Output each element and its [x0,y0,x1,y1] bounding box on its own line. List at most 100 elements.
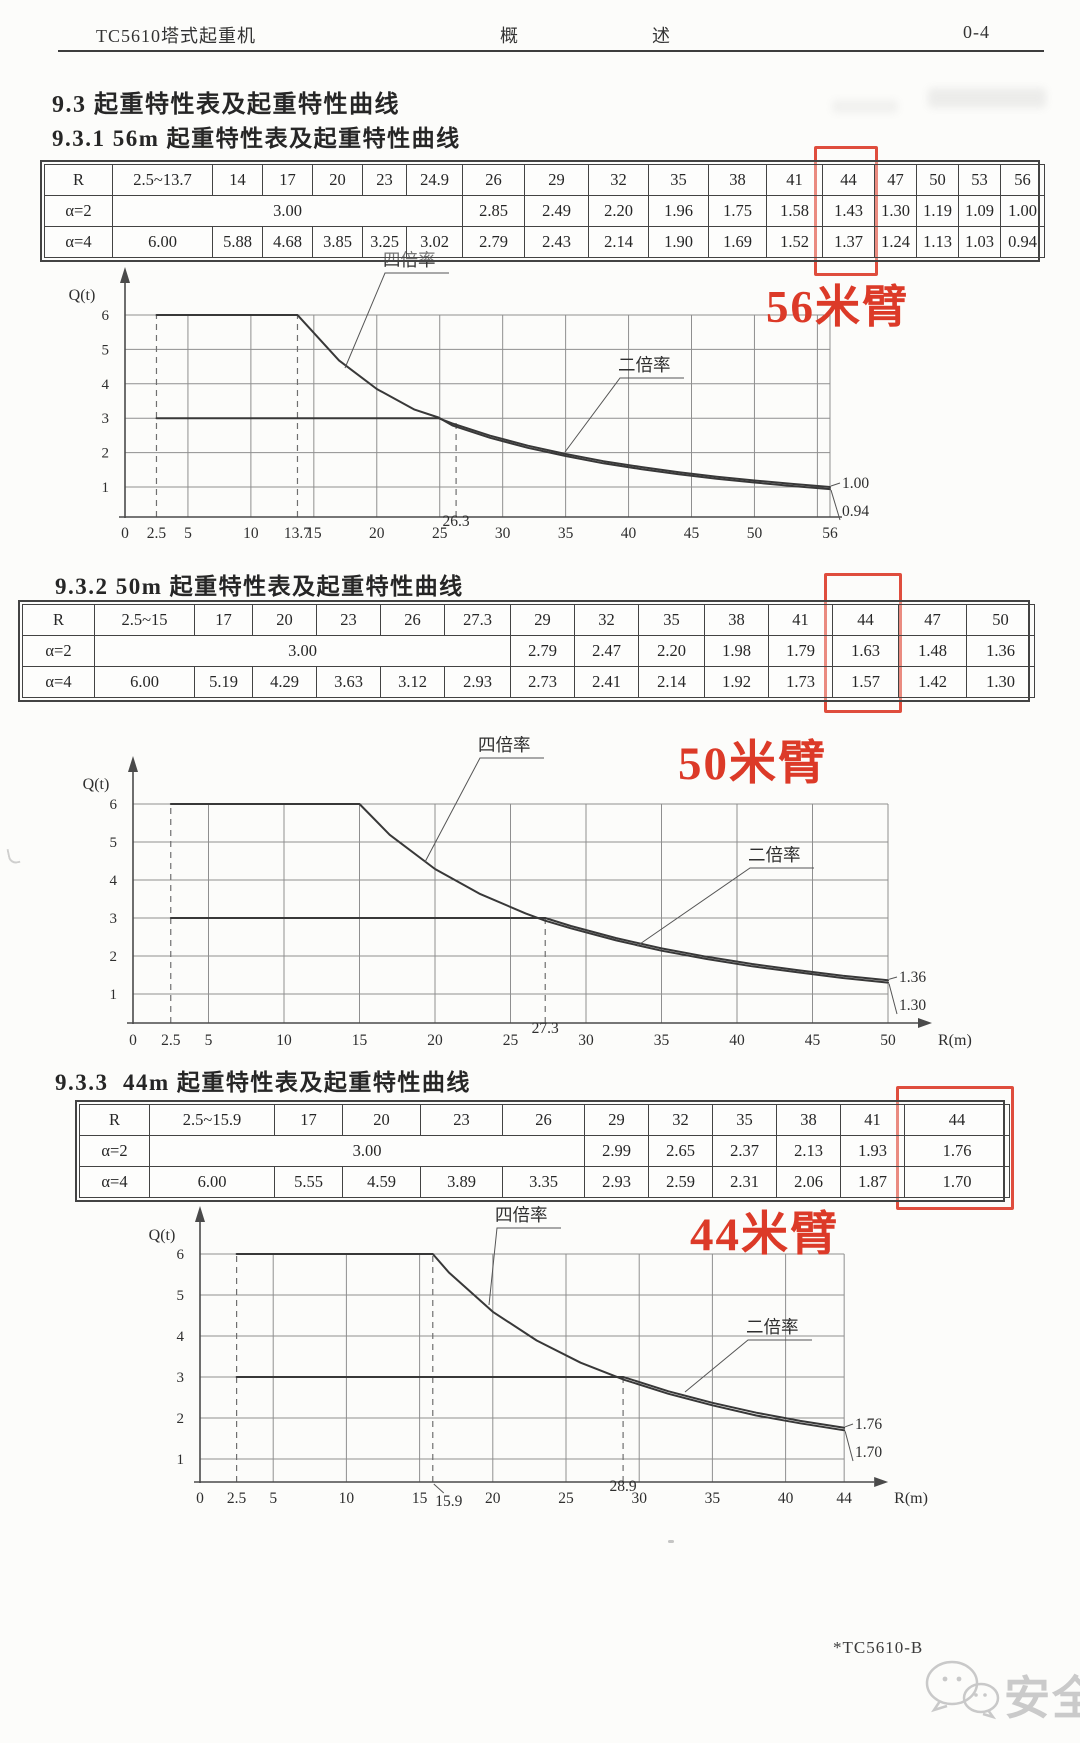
x-axis-label: R(m) [938,1032,972,1049]
alpha4-load-cell: 1.70 [904,1166,1010,1198]
alpha4-load-cell: 3.35 [502,1166,585,1198]
radius-value-cell: 41 [840,1104,905,1136]
alpha4-load-cell: 1.52 [766,226,823,258]
header-rule [58,50,1044,52]
y-tick-label: 1 [102,480,110,496]
alpha2-load-cell: 2.65 [648,1135,713,1167]
y-tick-label: 3 [110,911,118,927]
y-tick-label: 5 [177,1288,185,1304]
y-axis-arrow [195,1206,205,1222]
alpha2-load-cell: 2.13 [776,1135,841,1167]
x-tick-label: 20 [485,1490,501,1507]
alpha4-load-cell: 1.90 [648,226,709,258]
y-tick-label: 6 [177,1247,185,1263]
header-section-title: 概 述 [500,26,671,46]
alpha4-load-cell: 5.19 [194,666,253,698]
scan-artifact [668,1540,674,1543]
curve-二倍率 [169,917,889,982]
x-tick-label: 25 [558,1490,574,1507]
alpha4-load-cell: 3.63 [316,666,381,698]
radius-value-cell: 44 [832,604,899,636]
watermark-text: 安全艺 [1004,1673,1080,1724]
radius-value-cell: 47 [898,604,967,636]
y-tick-label: 6 [110,797,118,813]
x-tick-label: 50 [880,1032,896,1049]
radius-value-cell: 41 [766,164,823,196]
alpha2-load-cell: 1.48 [898,635,967,667]
alpha2-row-label: α=2 [22,635,95,667]
curve-二倍率 [235,1376,846,1429]
curve-label: 四倍率 [495,1205,548,1225]
alpha2-span-cell: 3.00 [149,1135,585,1167]
radius-value-cell: 24.9 [406,164,463,196]
alpha4-load-cell: 4.29 [252,666,317,698]
x-tick-label: 56 [822,525,838,542]
x-tick-label: 10 [276,1032,292,1049]
alpha4-load-cell: 1.03 [958,226,1001,258]
radius-value-cell: 56 [1000,164,1045,196]
radius-value-cell: 2.5~15 [94,604,195,636]
arm-length-label: 56米臂 [766,282,909,332]
alpha2-load-cell: 2.85 [462,195,525,227]
alpha4-load-cell: 1.87 [840,1166,905,1198]
alpha2-load-cell: 2.49 [524,195,589,227]
curve-label: 二倍率 [746,1317,799,1337]
chart-44米臂: 1 2 3 4 5 6 R(m) 0 2.5 5 10 15 15.9 20 25 28.930 35 40 44 四… [149,1205,928,1510]
alpha4-load-cell: 6.00 [94,666,195,698]
alpha4-load-cell: 3.89 [420,1166,503,1198]
alpha4-load-cell: 1.30 [966,666,1035,698]
radius-value-cell: 27.3 [444,604,511,636]
x-tick-label: 25 [503,1032,519,1049]
curve-label: 四倍率 [478,735,531,755]
x-tick-label: 0 [196,1490,204,1507]
radius-value-cell: 26 [502,1104,585,1136]
x-tick-label: 2.5 [227,1490,247,1507]
load-table-44m: R 2.5~15.9 17 20 23 26 29 32 35 38 41 44 α=2 3.00 2.99… [75,1100,1010,1202]
alpha2-load-cell: 2.47 [574,635,639,667]
arm-length-label: 44米臂 [690,1209,839,1261]
curve-二倍率 [155,417,831,488]
x-tick-label: 44 [836,1490,852,1507]
radius-value-cell: 32 [648,1104,713,1136]
y-axis-title: Q(t) [69,287,96,304]
curve-end-value: 1.00 [842,475,869,492]
section-heading-9-3-3: 9.3.3 44m 起重特性表及起重特性曲线 [55,1070,471,1095]
alpha2-load-cell: 2.20 [588,195,649,227]
x-tick-label: 0 [121,525,129,542]
alpha2-load-cell: 1.09 [958,195,1001,227]
alpha4-load-cell: 4.68 [262,226,313,258]
x-axis-arrow [918,1018,932,1028]
y-axis-title: Q(t) [83,776,110,793]
section-heading-9-3-1: 9.3.1 56m 起重特性表及起重特性曲线 [52,126,461,151]
y-axis-title: Q(t) [149,1227,176,1244]
label-leader-line [684,1339,812,1393]
alpha2-load-cell: 2.37 [712,1135,777,1167]
x-tick-label: 20 [369,525,385,542]
alpha4-load-cell: 1.37 [822,226,875,258]
alpha2-span-cell: 3.00 [94,635,511,667]
y-tick-label: 5 [102,342,110,358]
curve-end-value: 1.76 [855,1416,882,1433]
radius-value-cell: 29 [510,604,575,636]
alpha2-load-cell: 1.79 [768,635,833,667]
x-tick-label: 15 [352,1032,368,1049]
y-tick-label: 1 [110,987,118,1003]
x-tick-label: 0 [129,1032,137,1049]
curve-四倍率 [155,314,831,491]
alpha4-row-label: α=4 [44,226,113,258]
end-leader-line [888,983,898,1015]
alpha2-row: α=2 3.00 2.85 2.49 2.20 1.96 1.75 1.58 1.43 1.30 1… [44,195,1045,227]
alpha2-load-cell: 1.58 [766,195,823,227]
x-tick-label: 15 [306,525,322,542]
alpha4-load-cell: 1.73 [768,666,833,698]
y-tick-label: 3 [102,411,110,427]
x-tick-label: 5 [184,525,192,542]
label-leader-line [424,757,544,863]
alpha4-load-cell: 2.06 [776,1166,841,1198]
alpha4-row-label: α=4 [22,666,95,698]
y-tick-label: 4 [110,873,118,889]
